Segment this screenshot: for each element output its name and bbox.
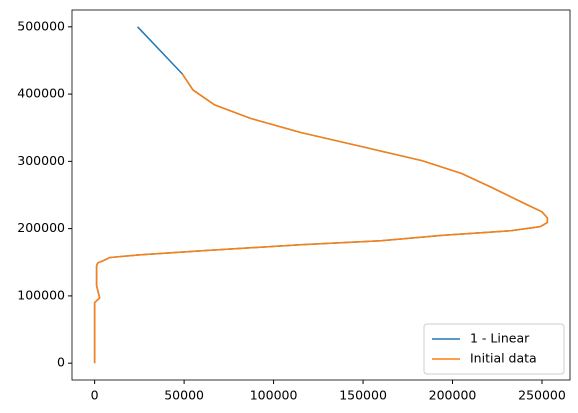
x-tick-label: 0 xyxy=(91,388,99,403)
series-line xyxy=(93,26,549,364)
legend-label: Initial data xyxy=(470,351,537,366)
x-tick-label: 250000 xyxy=(518,388,566,403)
y-tick-label: 500000 xyxy=(17,18,65,33)
series-line xyxy=(93,73,549,364)
y-tick-label: 100000 xyxy=(17,287,65,302)
y-tick-label: 200000 xyxy=(17,220,65,235)
y-tick-label: 400000 xyxy=(17,86,65,101)
x-tick-label: 200000 xyxy=(429,388,477,403)
legend-label: 1 - Linear xyxy=(470,331,530,346)
y-tick-label: 0 xyxy=(57,355,65,370)
x-tick-label: 150000 xyxy=(339,388,387,403)
x-tick-label: 100000 xyxy=(250,388,298,403)
y-tick-label: 300000 xyxy=(17,153,65,168)
x-tick-label: 50000 xyxy=(164,388,204,403)
plot-frame xyxy=(71,9,571,381)
legend-box xyxy=(423,323,565,375)
